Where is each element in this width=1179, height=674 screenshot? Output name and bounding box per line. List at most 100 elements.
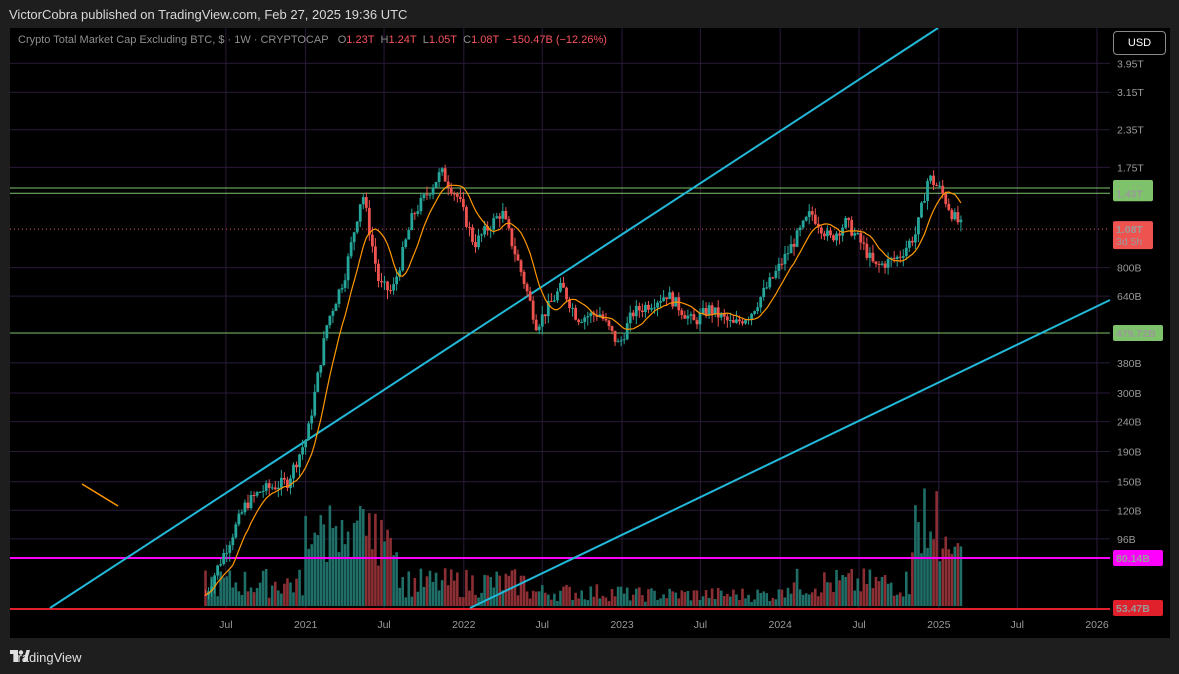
candle-body [319,364,323,373]
volume-bar [449,569,453,606]
candle-body [722,313,726,317]
volume-bar [556,600,559,606]
volume-bar [856,578,860,606]
volume-bar [568,586,571,606]
symbol-title: Crypto Total Market Cap Excluding BTC, $… [18,34,329,46]
candle-body [701,308,705,314]
chart-pane[interactable]: 3.95T 3.15T 2.35T 1.75T 800B 640B 380B 300B 240B… [10,28,1170,638]
volume-bar [562,586,565,606]
candle-body [307,423,311,441]
candle-body [920,202,923,218]
candle-body [546,300,550,317]
volume-bar [540,585,544,606]
volume-bar [735,594,738,606]
volume-bar [747,594,750,606]
x-tick-label: 2026 [1085,619,1109,631]
volume-bar [738,599,741,606]
volume-bar [358,505,362,606]
candle-body [859,233,863,243]
volume-bar [440,580,444,606]
candle-body [634,305,638,317]
candle-body [507,219,511,229]
candle-body [601,314,605,319]
volume-bar [507,575,511,606]
volume-bar [592,596,596,606]
candle-body [273,487,277,490]
ma-line [205,184,962,596]
candle-body [683,315,687,319]
volume-bar [886,583,890,606]
candle-body [282,477,286,480]
volume-bar [656,599,659,606]
candle-body [856,233,860,235]
volume-bar [419,568,423,606]
candle-body [804,216,808,221]
candle-body [346,256,350,281]
candle-body [738,319,741,322]
x-axis: Jul 2021 Jul 2022 Jul 2023 Jul 2024 Jul 2025 Jul 20… [219,619,1109,631]
volume-bar [307,548,310,606]
volume-bar [895,594,899,606]
tradingview-logo[interactable]: TradingView [10,650,82,665]
currency-button[interactable]: USD [1113,31,1166,55]
candle-body [556,291,559,301]
candle-body [907,240,911,248]
volume-bar [292,592,295,606]
candle-body [483,226,487,235]
y-tick-label: 300B [1117,388,1142,400]
volume-bar [283,583,286,606]
candle-body [358,204,362,222]
candle-body [847,218,851,220]
candle-body [410,213,414,230]
x-tick-label: 2021 [294,619,318,631]
volume-bar [823,572,826,606]
candle-body [480,234,483,236]
candle-body [589,312,593,317]
chart-svg[interactable]: 3.95T 3.15T 2.35T 1.75T 800B 640B 380B 300B 240B… [10,28,1170,638]
volume-bar [874,576,878,606]
volume-bar [729,596,732,606]
candle-body [710,305,714,315]
candle-body [637,305,641,311]
candle-body [716,307,720,318]
candle-body [434,182,438,188]
volume-bar [701,596,705,606]
candle-body [750,313,753,320]
y-tick-label: 800B [1117,263,1142,275]
candle-body [765,287,769,289]
candle-body [352,232,356,243]
candle-body [549,300,553,302]
candle-body [425,194,429,196]
candle-body [443,168,447,182]
candle-body [640,310,644,313]
volume-bar [641,595,644,606]
volume-bar [298,569,301,606]
volume-bar [437,590,441,606]
volume-bar [377,565,380,606]
volume-bar [280,593,283,606]
candle-body [270,487,274,489]
volume-bar [929,531,932,606]
candle-body [349,242,353,257]
volume-bar [434,572,438,606]
candle-body [759,297,763,308]
candle-body [355,221,359,233]
candle-body [944,193,948,204]
candle-body [449,187,453,194]
volume-bar [498,575,502,606]
level-line [10,608,1110,610]
volume-bar [456,572,459,606]
volume-bar [543,592,547,606]
candle-body [871,252,875,262]
candle-body [853,233,857,236]
volume-bar [222,577,226,606]
candle-body [656,302,659,308]
volume-bar [704,590,708,606]
y-axis: 3.95T 3.15T 2.35T 1.75T 800B 640B 380B 300B 240B… [1117,58,1144,546]
candle-body [686,315,690,319]
candle-body [789,244,793,254]
volume-bar [349,557,353,606]
volume-bar [395,552,398,606]
volume-bar [804,593,808,606]
